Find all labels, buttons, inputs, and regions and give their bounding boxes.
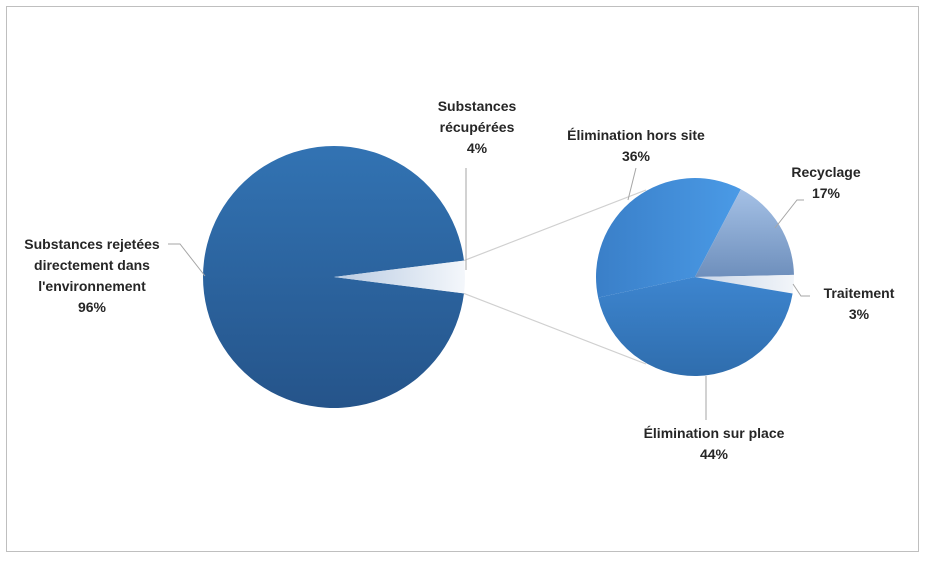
slice-traitement [695, 274, 795, 294]
slice-recyclage [695, 189, 794, 277]
data-label-recyclage: Recyclage 17% [791, 164, 860, 201]
main-pie [203, 146, 466, 408]
slice-substances-rejetees-directement-dans-l-environnement [203, 146, 464, 408]
slice-substances-recuperees [334, 260, 466, 294]
leader-elimination-hors-site [627, 167, 637, 201]
leader-traitement [792, 283, 810, 297]
data-label-traitement: Traitement 3% [824, 285, 895, 322]
leader-substances-rejetees-directement-dans-l-environnement [168, 243, 206, 277]
data-label-elimination-hors-site: Élimination hors site 36% [567, 127, 705, 164]
slice-elimination-hors-site [595, 178, 741, 298]
slice-elimination-sur-place [598, 277, 793, 376]
data-label-substances-rejetees-directement-dans-l-environnement: Substances rejetées directement dans l'env… [24, 236, 160, 315]
leader-recyclage [774, 199, 804, 229]
data-label-substances-recuperees: Substances récupérées 4% [438, 98, 517, 156]
connector-line-top [463, 189, 647, 262]
leader-lines [168, 167, 810, 420]
chart-area [6, 6, 919, 552]
data-label-elimination-sur-place: Élimination sur place 44% [644, 425, 785, 462]
pie-connector-lines [463, 189, 647, 365]
secondary-pie [595, 178, 795, 376]
connector-line-bottom [463, 292, 647, 365]
data-labels: Substances rejetées directement dans l'env… [24, 98, 894, 462]
